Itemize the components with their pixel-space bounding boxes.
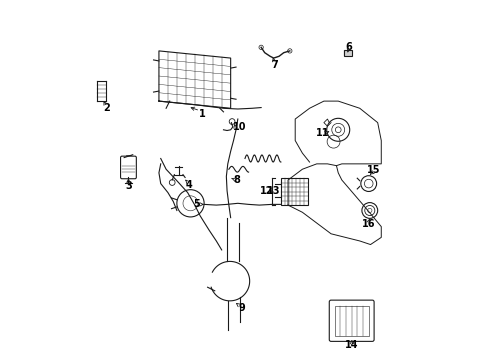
- Text: 6: 6: [345, 42, 352, 51]
- Bar: [335, 306, 368, 336]
- Text: 1: 1: [198, 109, 205, 119]
- Text: 16: 16: [362, 219, 375, 229]
- Text: 10: 10: [233, 122, 246, 132]
- Text: 2: 2: [103, 103, 110, 113]
- Text: 14: 14: [345, 340, 359, 350]
- Bar: [281, 178, 308, 205]
- Text: 3: 3: [125, 181, 132, 191]
- Text: 9: 9: [238, 303, 245, 314]
- Text: 13: 13: [268, 186, 281, 197]
- Bar: [343, 50, 351, 56]
- Text: 11: 11: [317, 129, 330, 138]
- Text: 15: 15: [367, 165, 380, 175]
- Text: 12: 12: [260, 186, 273, 197]
- Text: 7: 7: [271, 59, 278, 69]
- Text: 4: 4: [186, 180, 193, 190]
- Text: 8: 8: [234, 175, 241, 185]
- Text: 5: 5: [193, 199, 200, 210]
